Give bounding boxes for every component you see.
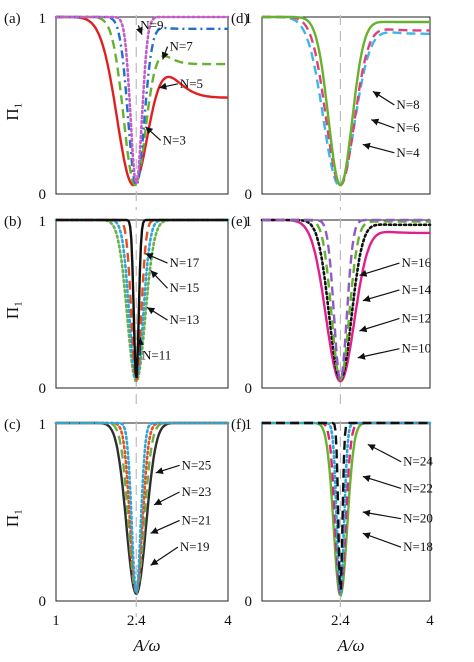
series-label: N=16 (401, 255, 431, 270)
panel-label: (b) (4, 214, 22, 230)
series-line-n20 (262, 421, 430, 597)
y-tick-label: 0 (245, 594, 253, 610)
series-label: N=9 (140, 17, 163, 32)
x-tick-label: 2.4 (127, 613, 146, 629)
series-label: N=3 (163, 132, 186, 147)
annotation-arrow (150, 269, 168, 289)
y-tick-label: 1 (39, 214, 47, 230)
plot-frame (55, 16, 229, 195)
annotation-arrow (359, 317, 400, 333)
series-label: N=17 (170, 255, 200, 270)
panel-e: 0 1(e) N=16 N=14 N=12 N=10 (231, 214, 432, 404)
series-label: N=11 (142, 347, 171, 362)
series-label: N=15 (170, 280, 200, 295)
series-label: N=14 (401, 282, 431, 297)
panel-f: 0 1(f) 2.4 4 A/ω N=24 N=22 N=20 N=18 (231, 417, 434, 655)
x-axis-label: A/ω (336, 636, 364, 655)
panel-label: (c) (4, 417, 21, 433)
annotation-arrow (159, 82, 178, 90)
y-tick-label: 1 (39, 417, 47, 433)
series-label: N=24 (403, 454, 433, 469)
annotation-arrow (372, 90, 395, 106)
y-tick-label: 1 (245, 417, 253, 433)
plot-frame (55, 422, 229, 602)
plot-frame (261, 219, 431, 389)
series-label: N=8 (396, 97, 419, 112)
annotation-arrow (146, 306, 168, 321)
series-label: N=7 (170, 39, 194, 54)
y-axis-label: Π₁ (3, 102, 22, 120)
annotation-arrow (135, 25, 143, 35)
annotation-arrow (145, 126, 162, 141)
series-label: N=18 (403, 539, 433, 554)
series-label: N=13 (170, 312, 200, 327)
series-label: N=19 (180, 539, 210, 554)
y-axis-label: Π₁ (3, 301, 22, 319)
panel-label: (a) (4, 11, 21, 27)
series-label: N=23 (182, 484, 212, 499)
y-tick-label: 0 (39, 381, 47, 397)
series-label: N=4 (396, 145, 420, 160)
series-label: N=25 (182, 457, 212, 472)
annotation-arrow (359, 262, 400, 277)
annotation-arrow (161, 46, 169, 60)
annotation-arrow (367, 443, 402, 463)
annotation-arrow (357, 348, 400, 360)
panel-label: (e) (231, 214, 248, 230)
panel-label: (d) (231, 11, 249, 27)
y-tick-label: 1 (245, 11, 253, 27)
plot-frame (261, 16, 431, 195)
x-tick-label: 2.4 (331, 613, 350, 629)
series-label: N=6 (396, 120, 420, 135)
series-line-n24 (262, 421, 430, 590)
series-line-n22 (260, 421, 432, 597)
plot-frame (261, 422, 431, 602)
x-tick-label: 4 (426, 613, 434, 629)
y-tick-label: 1 (39, 11, 47, 27)
annotation-arrow (362, 509, 402, 520)
annotation-arrow (362, 142, 395, 154)
series-label: N=5 (180, 76, 203, 91)
annotation-arrow (150, 519, 180, 534)
series-label: N=22 (403, 480, 433, 495)
y-tick-label: 0 (245, 187, 253, 203)
annotation-arrow (370, 118, 395, 129)
annotation-arrow (155, 464, 180, 475)
series-line-n9 (54, 15, 230, 186)
series-line-n19 (56, 421, 228, 596)
annotation-arrow (150, 546, 179, 566)
series-line-n25 (54, 421, 230, 596)
x-tick-label: 4 (224, 613, 232, 629)
panel-a: 0 1 (a) Π₁ N=9 N=7 N=5 N=3 (3, 11, 230, 210)
x-axis-label: A/ω (132, 636, 160, 655)
series-label: N=20 (403, 511, 433, 526)
panel-b: 0 1 (b) Π₁ N=17 N=15 N=13 N=11 (3, 214, 230, 404)
annotation-arrow (153, 491, 180, 506)
x-tick-label: 1 (52, 613, 60, 629)
y-tick-label: 0 (245, 381, 253, 397)
annotation-arrow (362, 289, 400, 303)
panel-c: 01(c)Π₁1 2.4 4A/ωN=25N=23N=21N=19 (3, 417, 232, 655)
y-tick-label: 1 (245, 214, 253, 230)
panel-label: (f) (231, 417, 246, 433)
series-line-n18 (262, 421, 430, 598)
series-line-n17 (56, 218, 228, 379)
y-axis-label: Π₁ (3, 509, 22, 527)
annotation-arrow (145, 253, 168, 264)
y-tick-label: 0 (39, 594, 47, 610)
series-label: N=21 (182, 512, 212, 527)
panel-d: 0 1(d) N=8 N=6 N=4 (231, 11, 431, 210)
series-line-n8 (262, 15, 430, 187)
series-line-n16 (262, 218, 430, 382)
annotation-arrow (362, 532, 402, 548)
y-tick-label: 0 (39, 187, 47, 203)
annotation-arrow (362, 475, 402, 489)
series-label: N=12 (401, 310, 431, 325)
plot-frame (55, 219, 229, 389)
series-label: N=10 (401, 341, 431, 356)
